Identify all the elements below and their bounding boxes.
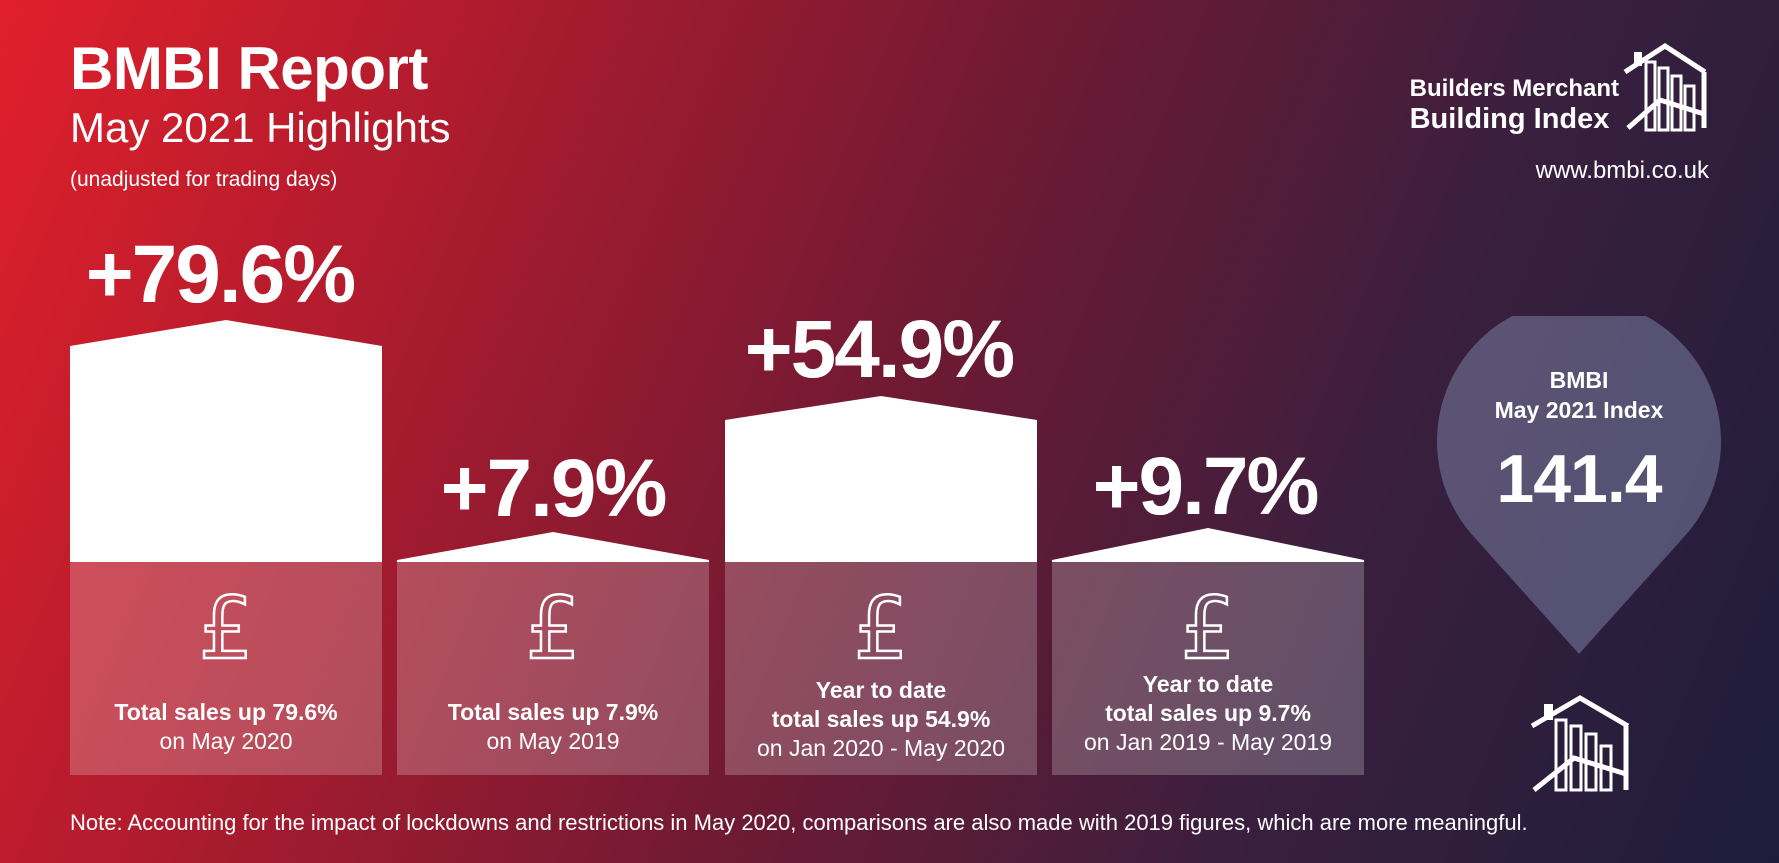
card-3-caption-bold-2: total sales up 54.9% [771,706,991,732]
card-1-roof [70,320,382,562]
index-value: 141.4 [1496,441,1662,517]
svg-text:£: £ [854,586,909,668]
card-4-caption-bold-2: total sales up 9.7% [1105,700,1311,726]
card-2-caption-bold: Total sales up 7.9% [447,699,659,725]
card-4-caption: on Jan 2019 - May 2019 [1083,729,1333,755]
card-2-caption: on May 2019 [486,728,620,754]
pound-icon: £ [197,586,254,668]
pound-icon: £ [524,586,581,668]
card-4-value: +9.7% [1092,441,1320,532]
report-subtitle: May 2021 Highlights [70,104,451,151]
card-1-value: +79.6% [85,229,356,320]
card-3-roof [725,396,1037,562]
index-label-line-2: May 2021 Index [1494,397,1664,423]
card-2-roof [397,532,709,562]
card-1-panel: £ Total sales up 79.6% on May 2020 [70,562,382,775]
pound-icon: £ [852,586,909,668]
card-3-panel: £ Year to date total sales up 54.9% on J… [725,562,1037,775]
report-title: BMBI Report [70,35,428,102]
bmbi-logo-text: Builders Merchant Building Index [1410,74,1619,134]
logo-line-2: Building Index [1409,103,1610,135]
card-3-caption: on Jan 2020 - May 2020 [756,735,1006,761]
card-2-panel: £ Total sales up 7.9% on May 2019 [397,562,709,775]
card-4-caption-bold-1: Year to date [1142,671,1274,697]
pound-icon: £ [1179,586,1236,668]
card-2-value: +7.9% [440,443,668,534]
index-pin-shape [1437,316,1721,654]
card-4-panel: £ Year to date total sales up 9.7% on Ja… [1052,562,1364,775]
card-4-roof [1052,528,1364,562]
logo-line-1: Builders Merchant [1409,75,1619,102]
footnote: Note: Accounting for the impact of lockd… [70,810,1528,835]
svg-text:£: £ [199,586,254,668]
svg-text:£: £ [1181,586,1236,668]
house-chart-icon [1530,695,1630,792]
card-1-caption-bold: Total sales up 79.6% [114,699,338,725]
house-chart-icon [1623,43,1707,132]
svg-text:£: £ [526,586,581,668]
index-label: BMBI May 2021 Index [1437,365,1721,425]
card-3-value: +54.9% [744,304,1015,395]
index-label-line-1: BMBI [1549,367,1609,393]
card-3-caption-bold-1: Year to date [815,677,947,703]
card-1-caption: on May 2020 [159,728,293,754]
website-link[interactable]: www.bmbi.co.uk [1535,157,1709,184]
trading-days-note: (unadjusted for trading days) [70,168,338,191]
